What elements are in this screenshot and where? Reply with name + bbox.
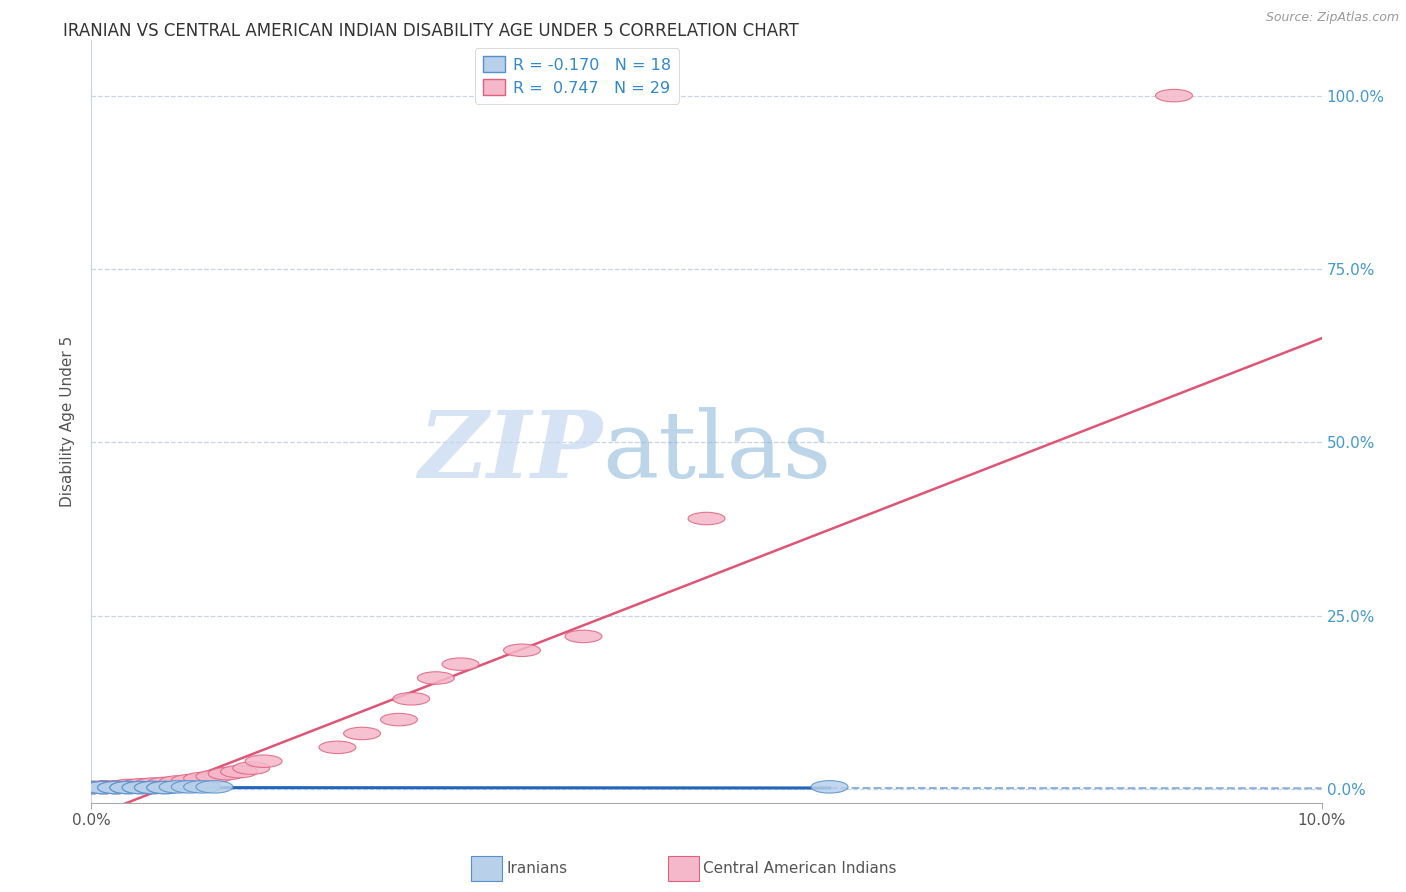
Ellipse shape [135,778,172,790]
Ellipse shape [184,772,221,785]
Ellipse shape [233,762,270,774]
Ellipse shape [245,755,283,767]
Ellipse shape [122,781,159,794]
Ellipse shape [208,767,245,780]
Text: atlas: atlas [602,407,831,497]
Ellipse shape [86,781,122,794]
Ellipse shape [97,781,135,794]
Text: Iranians: Iranians [506,862,567,876]
Ellipse shape [97,781,135,794]
Ellipse shape [1156,89,1192,102]
Ellipse shape [195,770,233,782]
Ellipse shape [146,777,184,789]
Ellipse shape [146,781,184,794]
Ellipse shape [172,774,208,787]
Ellipse shape [688,512,725,524]
Ellipse shape [565,630,602,642]
Ellipse shape [811,780,848,793]
Ellipse shape [441,658,479,671]
Ellipse shape [86,780,122,793]
Ellipse shape [135,781,172,794]
Ellipse shape [503,644,540,657]
Ellipse shape [122,779,159,791]
Ellipse shape [97,781,135,794]
Ellipse shape [110,781,146,794]
Ellipse shape [122,781,159,794]
Ellipse shape [172,780,208,793]
Ellipse shape [86,781,122,794]
Ellipse shape [73,781,110,794]
Ellipse shape [135,781,172,794]
Ellipse shape [86,781,122,794]
Text: Source: ZipAtlas.com: Source: ZipAtlas.com [1265,11,1399,24]
Text: ZIP: ZIP [418,407,602,497]
Ellipse shape [381,714,418,726]
Ellipse shape [146,781,184,794]
Text: Central American Indians: Central American Indians [703,862,897,876]
Ellipse shape [221,765,257,778]
Ellipse shape [73,781,110,794]
Text: IRANIAN VS CENTRAL AMERICAN INDIAN DISABILITY AGE UNDER 5 CORRELATION CHART: IRANIAN VS CENTRAL AMERICAN INDIAN DISAB… [63,22,799,40]
Ellipse shape [97,780,135,793]
Ellipse shape [110,780,146,793]
Ellipse shape [418,672,454,684]
Ellipse shape [110,780,146,792]
Ellipse shape [110,781,146,794]
Ellipse shape [392,692,430,705]
Ellipse shape [343,727,381,739]
Ellipse shape [159,780,195,793]
Ellipse shape [319,741,356,754]
Ellipse shape [184,780,221,793]
Ellipse shape [159,776,195,789]
Legend: R = -0.170   N = 18, R =  0.747   N = 29: R = -0.170 N = 18, R = 0.747 N = 29 [475,48,679,103]
Ellipse shape [73,781,110,794]
Y-axis label: Disability Age Under 5: Disability Age Under 5 [60,336,76,507]
Ellipse shape [195,780,233,793]
